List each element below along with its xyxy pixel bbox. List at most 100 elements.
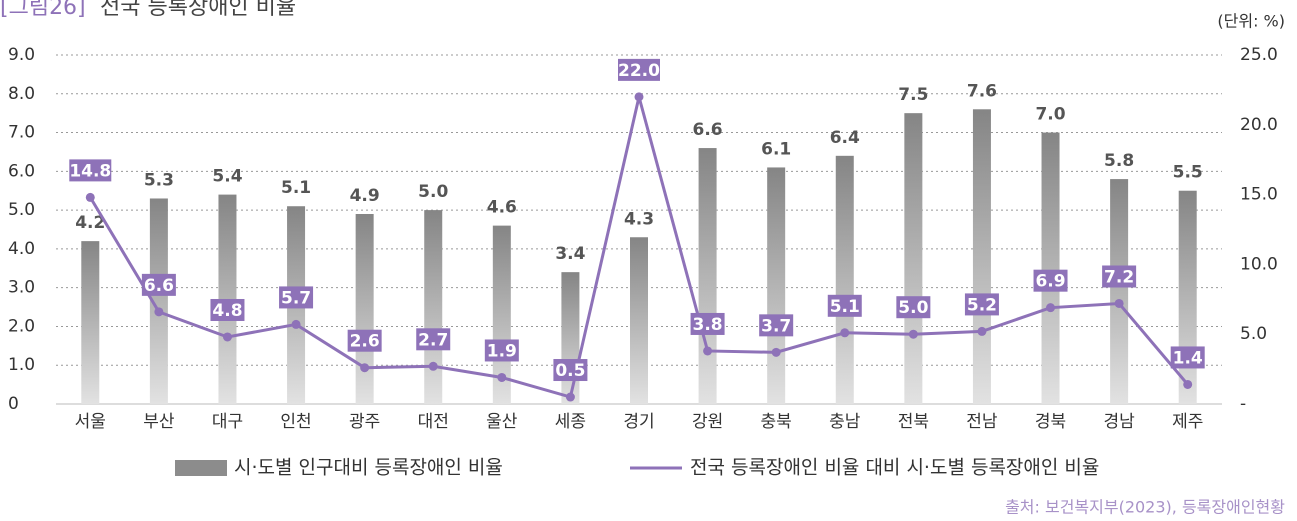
x-tick-label: 강원 xyxy=(692,412,723,432)
line-value-label: 22.0 xyxy=(618,61,660,81)
line-marker xyxy=(291,319,301,329)
line-label-box xyxy=(210,298,245,321)
line-value-label: 14.8 xyxy=(69,161,111,181)
line-value-label: 2.6 xyxy=(350,332,380,352)
y-tick-label: 8.0 xyxy=(8,84,35,104)
x-tick-label: 제주 xyxy=(1172,412,1203,432)
x-tick-label: 광주 xyxy=(349,412,380,432)
line-value-label: 1.9 xyxy=(487,341,517,361)
x-tick-label: 서울 xyxy=(75,412,106,432)
y-tick-label: 9.0 xyxy=(8,45,35,65)
line-value-label: 6.9 xyxy=(1035,272,1065,292)
line-value-label: 1.4 xyxy=(1173,348,1203,368)
bar xyxy=(1178,190,1197,404)
x-tick-label: 세종 xyxy=(555,412,586,432)
line-marker xyxy=(85,192,95,202)
legend-swatch xyxy=(175,460,227,476)
line-label-box xyxy=(896,296,931,319)
bar xyxy=(355,213,374,404)
bar-value-label: 6.1 xyxy=(761,139,791,159)
bar-value-label: 5.1 xyxy=(281,178,311,198)
x-tick-label: 경북 xyxy=(1035,412,1066,432)
x-tick-label: 대구 xyxy=(212,412,243,432)
bar-value-label: 6.6 xyxy=(693,120,723,140)
y-tick-label: 5.0 xyxy=(8,200,35,220)
line-marker xyxy=(1183,379,1193,389)
line-label-box xyxy=(553,359,588,382)
line-label-box xyxy=(827,294,862,317)
x-tick-label: 충남 xyxy=(829,412,861,432)
bar-value-label: 6.4 xyxy=(830,128,860,148)
line-marker xyxy=(222,332,232,342)
line-marker xyxy=(360,363,370,373)
line-value-label: 3.8 xyxy=(693,315,723,335)
bar-value-label: 7.5 xyxy=(898,85,928,105)
bar xyxy=(972,109,991,405)
line-marker xyxy=(771,347,781,357)
line-value-label: 5.2 xyxy=(967,295,997,315)
x-tick-label: 인천 xyxy=(280,412,311,432)
y2-tick-label: 20.0 xyxy=(1240,115,1278,135)
bar-value-label: 5.5 xyxy=(1173,163,1203,183)
line-marker xyxy=(497,372,507,382)
y2-tick-label: 10.0 xyxy=(1240,254,1278,274)
bar xyxy=(149,198,168,404)
line-marker xyxy=(977,326,987,336)
bar xyxy=(424,210,443,404)
line-marker xyxy=(908,329,918,339)
chart-title: 전국 등록장애인 비율 xyxy=(100,0,296,20)
x-tick-label: 충북 xyxy=(761,412,792,432)
line-label-box xyxy=(69,159,112,182)
bar-value-label: 3.4 xyxy=(555,244,585,264)
line-label-box xyxy=(1033,269,1068,292)
line-value-label: 7.2 xyxy=(1104,267,1134,287)
line-marker xyxy=(1114,298,1124,308)
line-marker xyxy=(634,92,644,102)
line-marker xyxy=(428,361,438,371)
bar xyxy=(81,241,100,404)
line-label-box xyxy=(141,273,176,296)
line-label-box xyxy=(964,293,999,316)
line-value-label: 2.7 xyxy=(418,330,448,350)
bar xyxy=(767,167,786,404)
legend-label: 전국 등록장애인 비율 대비 시·도별 등록장애인 비율 xyxy=(690,457,1099,479)
line-marker xyxy=(1046,303,1056,313)
line-label-box xyxy=(759,314,794,337)
line-label-box xyxy=(690,312,725,335)
bar xyxy=(561,272,580,404)
bar-value-label: 5.4 xyxy=(212,167,242,187)
bar xyxy=(1041,132,1060,405)
line-label-box xyxy=(1170,346,1205,369)
y-tick-label: 4.0 xyxy=(8,239,35,259)
line-label-box xyxy=(1102,265,1137,288)
bar-value-label: 7.0 xyxy=(1035,105,1065,125)
x-tick-label: 경남 xyxy=(1103,412,1135,432)
bar-value-label: 4.6 xyxy=(487,198,517,218)
bar-value-label: 4.9 xyxy=(350,186,380,206)
y2-tick-label: - xyxy=(1240,394,1246,414)
bar xyxy=(698,148,717,404)
x-tick-label: 대전 xyxy=(418,412,449,432)
bar-value-label: 5.3 xyxy=(144,170,174,190)
line-marker xyxy=(840,328,850,338)
x-tick-label: 부산 xyxy=(143,412,175,432)
x-tick-label: 전북 xyxy=(898,412,929,432)
y2-tick-label: 5.0 xyxy=(1240,324,1267,344)
line-value-label: 6.6 xyxy=(144,276,174,296)
line-value-label: 5.0 xyxy=(898,298,928,318)
y2-tick-label: 25.0 xyxy=(1240,45,1278,65)
line-value-label: 5.7 xyxy=(281,288,311,308)
x-tick-label: 울산 xyxy=(486,412,518,432)
line-marker xyxy=(703,346,713,356)
y-tick-label: 2.0 xyxy=(8,316,35,336)
y-tick-label: 7.0 xyxy=(8,123,35,143)
x-tick-label: 경기 xyxy=(623,412,654,432)
line-value-label: 3.7 xyxy=(761,316,791,336)
y-tick-label: 3.0 xyxy=(8,278,35,298)
figure-label: [그림26] xyxy=(0,0,86,20)
line-marker xyxy=(154,307,164,317)
line-label-box xyxy=(484,339,519,362)
line-marker xyxy=(565,392,575,402)
bar xyxy=(835,155,854,404)
